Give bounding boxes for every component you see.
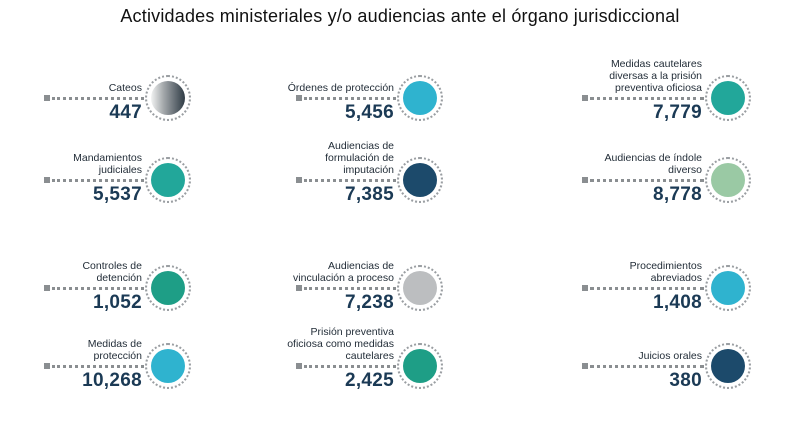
line-marker xyxy=(296,363,302,369)
value-circle xyxy=(403,81,437,115)
line-marker xyxy=(296,285,302,291)
item-value: 8,778 xyxy=(652,184,702,205)
line-marker xyxy=(582,95,588,101)
value-circle xyxy=(711,271,745,305)
line-marker xyxy=(582,177,588,183)
item-value: 5,456 xyxy=(344,102,394,123)
line-marker xyxy=(44,95,50,101)
dotted-ring xyxy=(145,265,191,311)
dotted-connector xyxy=(304,179,396,182)
dotted-connector xyxy=(52,97,144,100)
value-circle xyxy=(151,349,185,383)
item-value: 5,537 xyxy=(92,184,142,205)
value-circle xyxy=(711,163,745,197)
dotted-ring xyxy=(705,157,751,203)
value-circle xyxy=(403,271,437,305)
item-label: Controles de detención xyxy=(82,260,142,284)
value-circle xyxy=(151,81,185,115)
item-value: 1,052 xyxy=(92,292,142,313)
line-marker xyxy=(44,177,50,183)
dotted-connector xyxy=(590,365,704,368)
item-value: 7,238 xyxy=(344,292,394,313)
line-marker xyxy=(44,285,50,291)
item-value: 10,268 xyxy=(82,370,142,391)
value-circle xyxy=(151,163,185,197)
item-label: Audiencias de índole diverso xyxy=(604,152,703,176)
dotted-connector xyxy=(590,179,704,182)
dotted-connector xyxy=(52,179,144,182)
value-circle xyxy=(711,349,745,383)
dotted-connector xyxy=(590,287,704,290)
dotted-connector xyxy=(304,97,396,100)
item-label: Procedimientos abreviados xyxy=(629,260,702,284)
dotted-connector xyxy=(590,97,704,100)
dotted-connector xyxy=(52,287,144,290)
item-label: Medidas de protección xyxy=(87,338,142,362)
line-marker xyxy=(296,95,302,101)
chart-title: Actividades ministeriales y/o audiencias… xyxy=(120,6,680,26)
item-label: Mandamientos judiciales xyxy=(73,152,142,176)
item-value: 7,779 xyxy=(652,102,702,123)
item-label: Órdenes de protección xyxy=(287,82,394,94)
item-value: 2,425 xyxy=(344,370,394,391)
dotted-ring xyxy=(705,75,751,121)
dotted-ring xyxy=(397,265,443,311)
item-label: Medidas cautelares diversas a la prisión… xyxy=(609,58,702,94)
line-marker xyxy=(44,363,50,369)
dotted-ring xyxy=(397,343,443,389)
item-value: 7,385 xyxy=(344,184,394,205)
value-circle xyxy=(403,349,437,383)
dotted-ring xyxy=(705,343,751,389)
item-label: Prisión preventiva oficiosa como medidas… xyxy=(287,326,394,362)
value-circle xyxy=(151,271,185,305)
dotted-ring xyxy=(145,343,191,389)
value-circle xyxy=(403,163,437,197)
item-label: Audiencias de vinculación a proceso xyxy=(293,260,394,284)
line-marker xyxy=(582,285,588,291)
dotted-connector xyxy=(304,287,396,290)
dotted-ring xyxy=(145,75,191,121)
item-value: 380 xyxy=(669,370,702,391)
item-value: 1,408 xyxy=(652,292,702,313)
line-marker xyxy=(582,363,588,369)
item-label: Audiencias de formulación de imputación xyxy=(325,140,394,176)
item-label: Juicios orales xyxy=(638,350,702,362)
line-marker xyxy=(296,177,302,183)
dotted-connector xyxy=(304,365,396,368)
dotted-ring xyxy=(705,265,751,311)
item-label: Cateos xyxy=(108,82,142,94)
value-circle xyxy=(711,81,745,115)
dotted-ring xyxy=(145,157,191,203)
dotted-ring xyxy=(397,157,443,203)
item-value: 447 xyxy=(109,102,142,123)
dotted-connector xyxy=(52,365,144,368)
stat-item xyxy=(0,0,260,90)
dotted-ring xyxy=(397,75,443,121)
